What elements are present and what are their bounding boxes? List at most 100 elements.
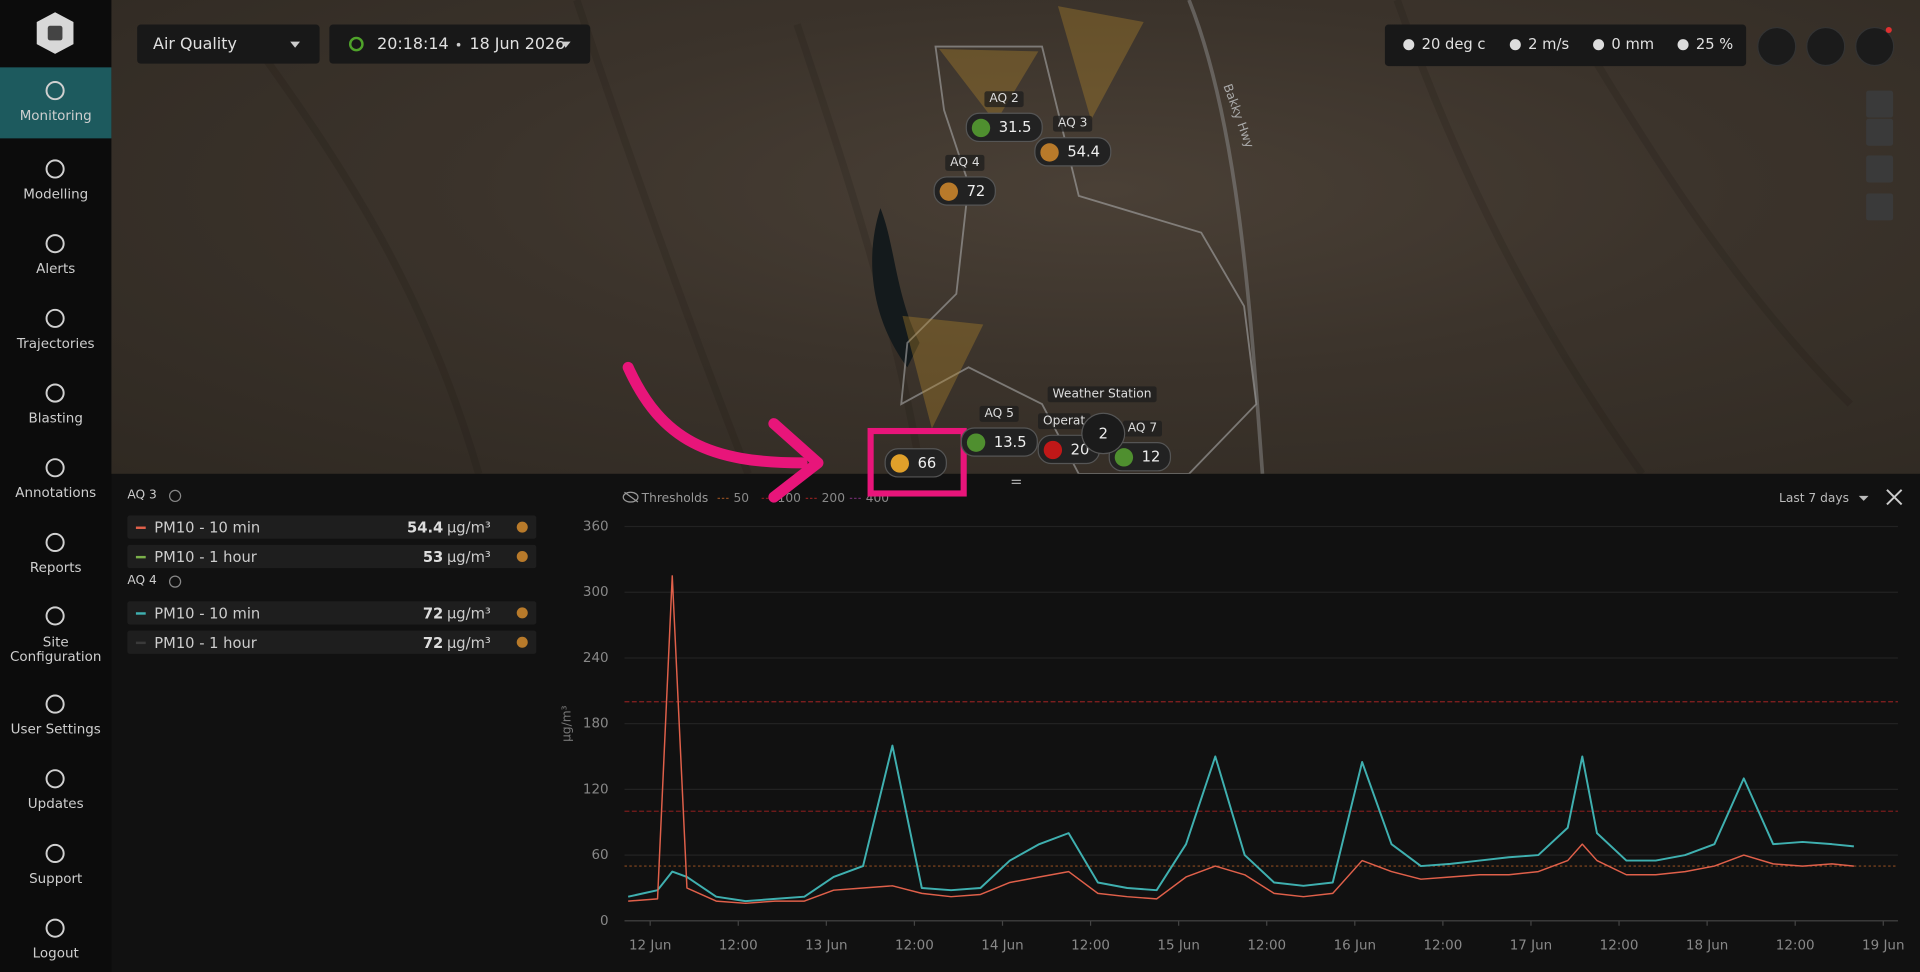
- map-marker[interactable]: 72: [933, 176, 997, 206]
- nav-item[interactable]: Updates: [0, 756, 111, 822]
- resize-handle[interactable]: =: [1010, 474, 1022, 491]
- threshold-legend-value: 400: [866, 491, 889, 505]
- logo[interactable]: [34, 11, 76, 55]
- caret: [560, 41, 571, 53]
- icon-shape: [45, 81, 65, 101]
- marker-dot: [939, 181, 958, 201]
- cluster-marker[interactable]: 2: [1081, 412, 1126, 455]
- marker-value: 72: [966, 182, 986, 200]
- weather-temperature: 20 deg c: [1421, 35, 1486, 53]
- nav-icon: [45, 383, 65, 403]
- notification-dot: [1885, 26, 1892, 34]
- layer-select-value: Air Quality: [153, 34, 237, 54]
- marker-dot: [1040, 142, 1059, 162]
- icon-shape: [45, 383, 65, 403]
- status-dot: [516, 521, 528, 533]
- nav-item[interactable]: Reports: [0, 519, 111, 585]
- x-tick-label: 12:00: [1247, 938, 1286, 953]
- threshold-legend-value: 50: [733, 491, 749, 505]
- nav-icon: [45, 81, 65, 101]
- marker-dot: [1043, 440, 1063, 459]
- group-toggle[interactable]: [168, 575, 182, 588]
- x-tick-label: 12:00: [719, 938, 758, 953]
- group-name: AQ 3: [127, 488, 157, 503]
- icon-shape: [45, 694, 65, 714]
- x-tick-label: 19 Jun: [1862, 938, 1904, 953]
- nav-label: Trajectories: [16, 335, 95, 352]
- marker-value: 13.5: [993, 433, 1027, 451]
- layers-button[interactable]: [1866, 155, 1894, 183]
- weather-icon: [1403, 39, 1415, 51]
- map-marker[interactable]: 54.4: [1034, 137, 1112, 167]
- close-button[interactable]: [1886, 489, 1903, 506]
- series-value: 72: [422, 604, 444, 623]
- nav-label: Modelling: [23, 186, 89, 203]
- icon-shape: [45, 606, 65, 626]
- caret: [290, 41, 301, 53]
- weather-icon: [1509, 39, 1521, 51]
- marker-value: 66: [917, 454, 937, 472]
- zoom-in[interactable]: [1866, 90, 1894, 118]
- map-control[interactable]: [1757, 26, 1797, 67]
- map-marker[interactable]: 31.5: [965, 112, 1043, 143]
- layer-select[interactable]: Air Quality: [137, 24, 320, 64]
- location-button[interactable]: [1866, 193, 1894, 221]
- x-tick-label: 12:00: [1423, 938, 1462, 953]
- series-unit: µg/m³: [446, 519, 491, 537]
- nav-label: Alerts: [36, 260, 76, 277]
- map-marker[interactable]: 66: [884, 448, 948, 478]
- nav-item[interactable]: User Settings: [0, 681, 111, 747]
- nav-icon: [45, 308, 65, 328]
- nav-item[interactable]: Support: [0, 830, 111, 896]
- series-swatch: [135, 555, 146, 559]
- date-value: 18 Jun 2026: [469, 34, 566, 54]
- x-tick-label: 12:00: [1071, 938, 1110, 953]
- nav-item[interactable]: Alerts: [0, 220, 111, 286]
- nav-label: Blasting: [28, 410, 83, 427]
- x-tick-label: 12 Jun: [629, 938, 671, 953]
- nav-label: Reports: [29, 559, 82, 576]
- marker-value: 31.5: [998, 118, 1032, 136]
- series-value: 53: [422, 548, 444, 566]
- threshold-legend-value: 200: [822, 491, 845, 505]
- series-row[interactable]: PM10 - 10 min 54.4 µg/m³: [127, 515, 537, 539]
- marker-dot: [1114, 447, 1134, 466]
- range-caret[interactable]: [1858, 495, 1869, 501]
- series-row[interactable]: PM10 - 1 hour 53 µg/m³: [127, 544, 537, 569]
- series-row[interactable]: PM10 - 10 min 72 µg/m³: [127, 601, 537, 625]
- icon-shape: [45, 843, 65, 864]
- nav-item[interactable]: Trajectories: [0, 295, 111, 361]
- weather-icon: [1677, 39, 1689, 51]
- map-marker[interactable]: 13.5: [960, 427, 1038, 457]
- icon-shape: [45, 234, 65, 254]
- map-control[interactable]: [1806, 26, 1846, 67]
- marker-label: AQ 7: [1122, 420, 1163, 437]
- x-tick-label: 16 Jun: [1334, 938, 1376, 953]
- series-value: 54.4: [407, 519, 444, 537]
- weather-wind: 2 m/s: [1528, 35, 1570, 53]
- x-tick-label: 12:00: [1600, 938, 1639, 953]
- nav-item[interactable]: Blasting: [0, 370, 111, 436]
- group-toggle[interactable]: [168, 489, 182, 503]
- nav-item[interactable]: Logout: [0, 905, 111, 971]
- nav-item[interactable]: Modelling: [0, 146, 111, 212]
- nav-item[interactable]: Site Configuration: [0, 594, 111, 676]
- nav-icon: [45, 843, 65, 864]
- nav-item[interactable]: Annotations: [0, 444, 111, 510]
- range-select[interactable]: Last 7 days: [1779, 491, 1849, 505]
- time-select[interactable]: 20:18:14 18 Jun 2026: [329, 24, 591, 64]
- thresholds-label[interactable]: Thresholds: [641, 491, 709, 505]
- map-control[interactable]: [1855, 26, 1895, 67]
- series-unit: µg/m³: [446, 634, 491, 652]
- map[interactable]: Bakky Hwy: [111, 0, 1920, 474]
- icon-shape: [45, 159, 65, 179]
- map-overlay: Bakky Hwy: [255, 0, 1853, 474]
- chart: = Thresholds 50 100 200 400 Last 7 days 0 60 120…: [560, 474, 1905, 953]
- x-tick-label: 13 Jun: [805, 938, 847, 953]
- nav-icon: [45, 532, 65, 553]
- series-row[interactable]: PM10 - 1 hour 72 µg/m³: [127, 630, 537, 654]
- marker-label: Operat: [1038, 413, 1091, 430]
- thresholds-icon: [622, 491, 639, 503]
- zoom-out[interactable]: [1866, 118, 1894, 146]
- nav-item[interactable]: Monitoring: [0, 67, 112, 139]
